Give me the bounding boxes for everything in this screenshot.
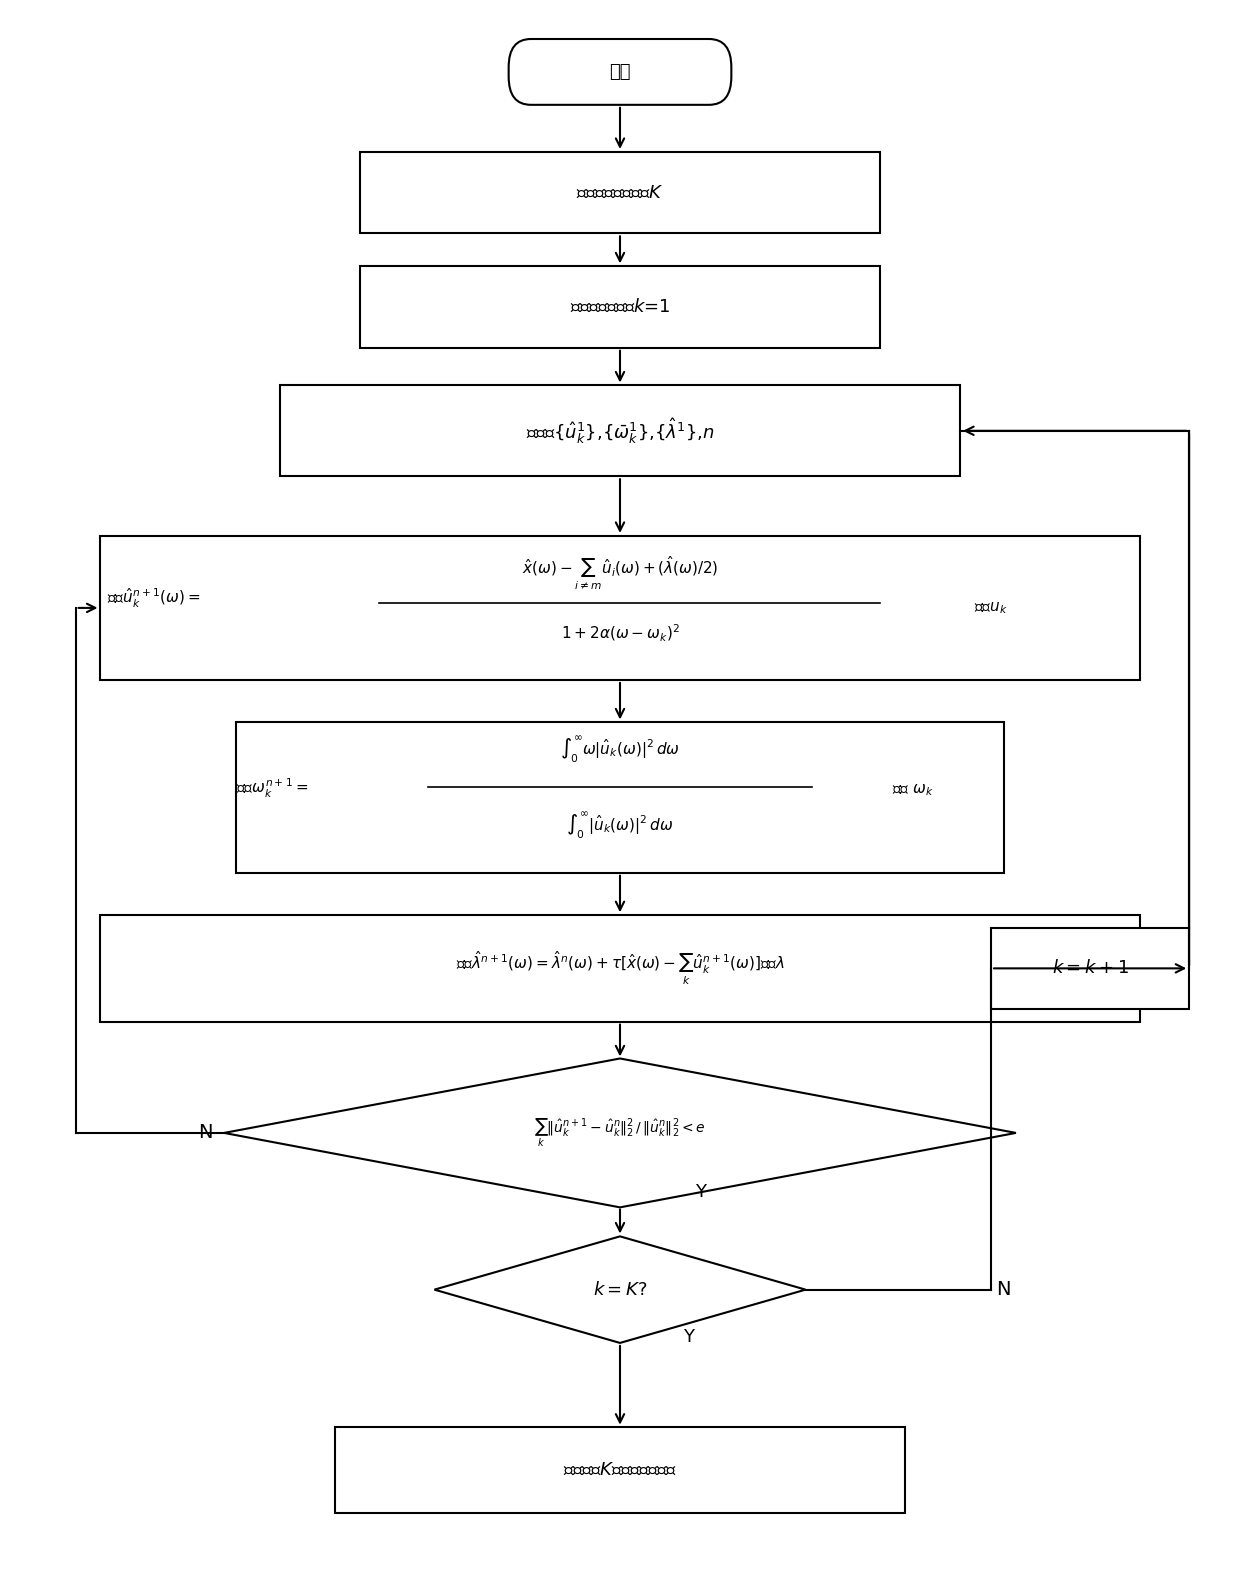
FancyBboxPatch shape bbox=[237, 722, 1003, 873]
FancyBboxPatch shape bbox=[336, 1427, 904, 1513]
Text: $\hat{x}(\omega)-\sum_{i\neq m}\hat{u}_i(\omega)+(\hat{\lambda}(\omega)/2)$: $\hat{x}(\omega)-\sum_{i\neq m}\hat{u}_i… bbox=[522, 554, 718, 592]
Text: 更新 $\omega_k$: 更新 $\omega_k$ bbox=[893, 782, 934, 798]
Text: $\int_0^{\infty}|\hat{u}_k(\omega)|^2\,d\omega$: $\int_0^{\infty}|\hat{u}_k(\omega)|^2\,d… bbox=[567, 810, 673, 842]
Text: 开始: 开始 bbox=[609, 63, 631, 82]
Text: 初始化分解层数$k$=1: 初始化分解层数$k$=1 bbox=[569, 298, 671, 316]
Text: $k=k+1$: $k=k+1$ bbox=[1052, 959, 1128, 978]
FancyBboxPatch shape bbox=[991, 928, 1189, 1010]
Polygon shape bbox=[224, 1058, 1016, 1207]
Text: 设置最大分解层数$K$: 设置最大分解层数$K$ bbox=[577, 184, 663, 201]
Text: Y: Y bbox=[694, 1184, 706, 1201]
FancyBboxPatch shape bbox=[360, 267, 880, 347]
Text: 分解得到$K$个本征模态函数: 分解得到$K$个本征模态函数 bbox=[563, 1460, 677, 1479]
Text: $\sum_k\|\hat{u}_k^{n+1}-\hat{u}_k^n\|_2^2\,/\,\|\hat{u}_k^n\|_2^2<e$: $\sum_k\|\hat{u}_k^{n+1}-\hat{u}_k^n\|_2… bbox=[534, 1116, 706, 1149]
Text: 更新$u_k$: 更新$u_k$ bbox=[975, 600, 1008, 615]
Text: 根据$\hat{\lambda}^{n+1}(\omega)=\hat{\lambda}^n(\omega)+\tau[\hat{x}(\omega)-\sum: 根据$\hat{\lambda}^{n+1}(\omega)=\hat{\lam… bbox=[455, 950, 785, 988]
FancyBboxPatch shape bbox=[360, 152, 880, 234]
Text: 根据$\hat{u}_k^{n+1}(\omega)=$: 根据$\hat{u}_k^{n+1}(\omega)=$ bbox=[107, 587, 200, 611]
FancyBboxPatch shape bbox=[100, 915, 1140, 1022]
FancyBboxPatch shape bbox=[508, 39, 732, 105]
Text: Y: Y bbox=[682, 1328, 693, 1345]
Text: N: N bbox=[198, 1124, 213, 1143]
Text: 根据$\omega_k^{n+1}=$: 根据$\omega_k^{n+1}=$ bbox=[237, 777, 309, 799]
Text: $1+2\alpha(\omega-\omega_k)^2$: $1+2\alpha(\omega-\omega_k)^2$ bbox=[560, 622, 680, 644]
Text: $\int_0^{\infty}\omega|\hat{u}_k(\omega)|^2\,d\omega$: $\int_0^{\infty}\omega|\hat{u}_k(\omega)… bbox=[560, 735, 680, 766]
Text: 初始化$\{\hat{u}_k^1\}$,$\{\bar{\omega}_k^1\}$,$\{\hat{\lambda}^1\}$,$n$: 初始化$\{\hat{u}_k^1\}$,$\{\bar{\omega}_k^1… bbox=[526, 416, 714, 446]
Polygon shape bbox=[434, 1236, 806, 1342]
FancyBboxPatch shape bbox=[100, 535, 1140, 680]
Text: N: N bbox=[996, 1280, 1011, 1298]
Text: $k=K$?: $k=K$? bbox=[593, 1281, 647, 1298]
FancyBboxPatch shape bbox=[280, 385, 960, 476]
